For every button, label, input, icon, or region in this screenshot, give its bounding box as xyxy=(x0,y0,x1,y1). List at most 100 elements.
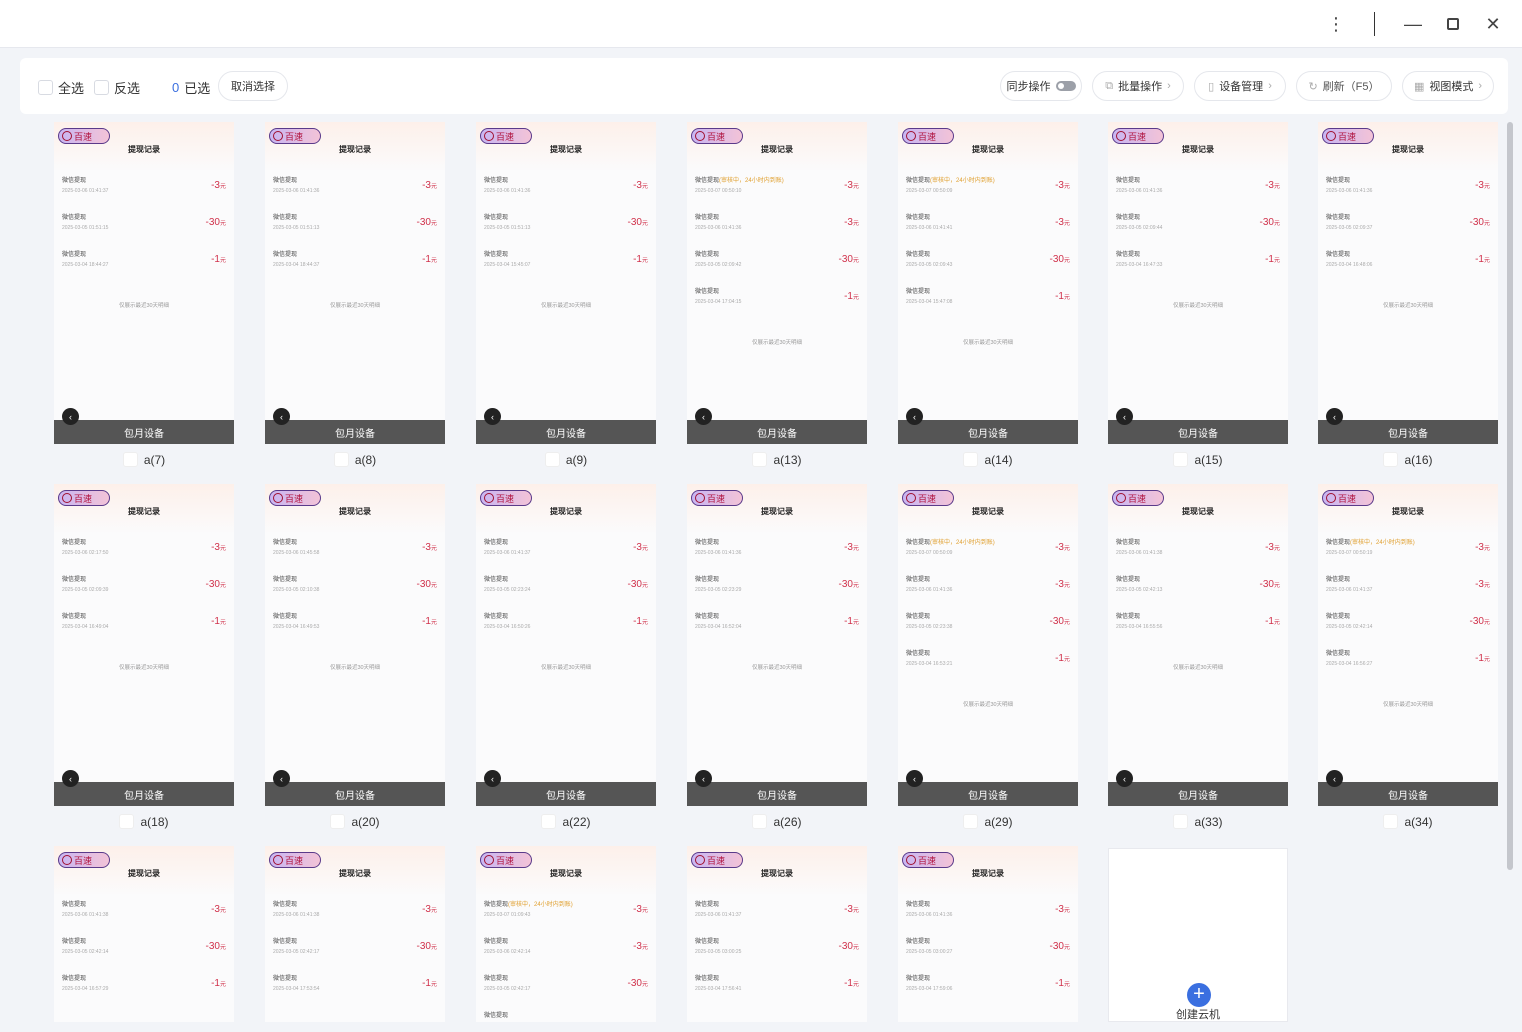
screen-title: 提现记录 xyxy=(761,145,793,154)
withdraw-record: 微信提现 2025-03-05 01:51:13 -30元 xyxy=(484,215,648,231)
screen-title: 提现记录 xyxy=(761,507,793,516)
device-screen[interactable]: 百速 提现记录 微信提现 2025-03-06 01:41:38 -3元 微信提现 2025… xyxy=(1108,484,1288,806)
pending-note: (审核中，24小时内到账) xyxy=(1350,540,1415,546)
back-icon[interactable]: ‹ xyxy=(906,408,923,425)
back-icon[interactable]: ‹ xyxy=(62,408,79,425)
device-screen[interactable]: 百速 提现记录 微信提现 2025-03-06 01:41:38 -3元 微信提现 2025… xyxy=(54,846,234,1022)
currency: 元 xyxy=(1483,221,1490,227)
back-icon[interactable]: ‹ xyxy=(484,408,501,425)
device-screen[interactable]: 百速 提现记录 微信提现 2025-03-06 01:41:37 -3元 微信提现 2025… xyxy=(54,122,234,444)
batch-operation-button[interactable]: ⧉ 批量操作 › xyxy=(1092,71,1184,101)
more-vertical-icon[interactable]: ⋮ xyxy=(1327,13,1345,34)
device-screen[interactable]: 百速 提现记录 微信提现(审核中，24小时内到账) 2025-03-07 00:50:… xyxy=(898,122,1078,444)
scrollbar[interactable] xyxy=(1507,122,1513,870)
maximize-icon[interactable] xyxy=(1439,10,1467,38)
device-screen[interactable]: 百速 提现记录 微信提现 2025-03-06 01:41:36 -3元 微信提现 2025… xyxy=(265,122,445,444)
select-all-checkbox[interactable]: 全选 xyxy=(38,78,84,97)
record-time: 2025-03-06 01:41:36 xyxy=(695,550,742,556)
device-screen[interactable]: 百速 提现记录 微信提现 2025-03-06 01:41:36 -3元 微信提现 2025… xyxy=(687,484,867,806)
back-icon[interactable]: ‹ xyxy=(1326,408,1343,425)
back-icon[interactable]: ‹ xyxy=(1116,770,1133,787)
device-checkbox[interactable] xyxy=(1173,814,1189,829)
back-icon[interactable]: ‹ xyxy=(695,408,712,425)
device-checkbox[interactable] xyxy=(122,452,138,467)
add-device-card[interactable]: + 创建云机 xyxy=(1108,848,1288,1022)
clear-selection-button[interactable]: 取消选择 xyxy=(218,71,288,101)
device-screen[interactable]: 百速 提现记录 微信提现(审核中，24小时内到账) 2025-03-07 00:50:… xyxy=(898,484,1078,806)
device-checkbox[interactable] xyxy=(1173,452,1189,467)
device-screen[interactable]: 百速 提现记录 微信提现 2025-03-06 01:41:36 -3元 微信提现 2025… xyxy=(1318,122,1498,444)
device-checkbox[interactable] xyxy=(119,814,135,829)
checkbox[interactable] xyxy=(94,80,109,95)
currency: 元 xyxy=(641,546,648,552)
record-time: 2025-03-07 00:50:09 xyxy=(906,188,953,194)
amount-value: -3 xyxy=(1055,904,1064,915)
badge-logo-icon xyxy=(62,131,72,141)
minimize-icon[interactable]: — xyxy=(1404,13,1422,34)
close-icon[interactable]: ✕ xyxy=(1485,13,1501,34)
amount-value: -3 xyxy=(844,217,853,228)
device-checkbox[interactable] xyxy=(963,814,979,829)
device-checkbox[interactable] xyxy=(752,814,768,829)
back-icon[interactable]: ‹ xyxy=(695,770,712,787)
record-amount: -3元 xyxy=(422,542,437,555)
device-checkbox[interactable] xyxy=(330,814,346,829)
record-name: 微信提现 xyxy=(1116,178,1140,185)
record-name-text: 微信提现 xyxy=(62,540,87,546)
currency: 元 xyxy=(1063,546,1070,552)
device-checkbox[interactable] xyxy=(541,814,557,829)
record-time: 2025-03-05 02:23:29 xyxy=(695,587,742,593)
device-screen[interactable]: 百速 提现记录 微信提现(审核中，24小时内到账) 2025-03-07 01:09:… xyxy=(476,846,656,1022)
device-screen[interactable]: 百速 提现记录 微信提现 2025-03-06 01:41:37 -3元 微信提现 2025… xyxy=(476,484,656,806)
device-screen[interactable]: 百速 提现记录 微信提现(审核中，24小时内到账) 2025-03-07 00:50:… xyxy=(1318,484,1498,806)
screen-title: 提现记录 xyxy=(1182,145,1214,154)
device-checkbox[interactable] xyxy=(1383,452,1399,467)
currency: 元 xyxy=(1063,945,1070,951)
record-name: 微信提现 xyxy=(273,540,297,547)
device-checkbox[interactable] xyxy=(752,452,768,467)
device-screen[interactable]: 百速 提现记录 微信提现 2025-03-06 02:17:50 -3元 微信提现 2025… xyxy=(54,484,234,806)
record-amount: -1元 xyxy=(422,616,437,629)
amount-value: -3 xyxy=(422,542,431,553)
device-name: a(18) xyxy=(140,814,169,829)
withdraw-record: 微信提现 2025-03-06 01:41:38 -3元 xyxy=(1116,540,1280,556)
checkbox[interactable] xyxy=(38,80,53,95)
device-screen[interactable]: 百速 提现记录 微信提现 2025-03-06 01:41:36 -3元 微信提现 2025… xyxy=(476,122,656,444)
record-name: 微信提现 xyxy=(695,614,719,621)
record-name: 微信提现 xyxy=(1326,252,1350,259)
device-checkbox[interactable] xyxy=(1383,814,1399,829)
badge-text: 百速 xyxy=(918,493,937,504)
record-time: 2025-03-04 16:52:04 xyxy=(695,624,742,630)
device-management-button[interactable]: ▯ 设备管理 › xyxy=(1194,71,1286,101)
back-icon[interactable]: ‹ xyxy=(1326,770,1343,787)
device-screen[interactable]: 百速 提现记录 微信提现 2025-03-06 01:41:37 -3元 微信提现 2025… xyxy=(687,846,867,1022)
back-icon[interactable]: ‹ xyxy=(484,770,501,787)
record-name: 微信提现 xyxy=(906,651,930,658)
back-icon[interactable]: ‹ xyxy=(273,770,290,787)
device-screen[interactable]: 百速 提现记录 微信提现 2025-03-06 01:41:36 -3元 微信提现 2025… xyxy=(1108,122,1288,444)
subscription-bar: 包月设备 xyxy=(1108,420,1288,444)
back-icon[interactable]: ‹ xyxy=(62,770,79,787)
badge-logo-icon xyxy=(484,131,494,141)
device-screen[interactable]: 百速 提现记录 微信提现(审核中，24小时内到账) 2025-03-07 00:50:… xyxy=(687,122,867,444)
device-screen[interactable]: 百速 提现记录 微信提现 2025-03-06 01:41:38 -3元 微信提现 2025… xyxy=(265,846,445,1022)
record-amount: -3元 xyxy=(211,904,226,917)
amount-value: -30 xyxy=(838,941,853,952)
back-icon[interactable]: ‹ xyxy=(1116,408,1133,425)
plus-circle-icon[interactable]: + xyxy=(1187,983,1211,1007)
view-mode-button[interactable]: ▦ 视图模式 › xyxy=(1402,71,1494,101)
amount-value: -1 xyxy=(1475,254,1484,265)
back-icon[interactable]: ‹ xyxy=(273,408,290,425)
device-checkbox[interactable] xyxy=(544,452,560,467)
device-screen[interactable]: 百速 提现记录 微信提现 2025-03-06 01:45:58 -3元 微信提现 2025… xyxy=(265,484,445,806)
invert-selection-checkbox[interactable]: 反选 xyxy=(94,78,140,97)
device-screen[interactable]: 百速 提现记录 微信提现 2025-03-06 01:41:36 -3元 微信提现 2025… xyxy=(898,846,1078,1022)
sync-operation-toggle[interactable]: 同步操作 xyxy=(1000,71,1082,101)
record-name: 微信提现 xyxy=(1326,215,1350,222)
refresh-button[interactable]: ↻ 刷新（F5） xyxy=(1296,71,1392,101)
device-checkbox[interactable] xyxy=(333,452,349,467)
device-checkbox[interactable] xyxy=(963,452,979,467)
record-name: 微信提现 xyxy=(62,577,86,584)
toggle-switch[interactable] xyxy=(1055,81,1076,91)
back-icon[interactable]: ‹ xyxy=(906,770,923,787)
